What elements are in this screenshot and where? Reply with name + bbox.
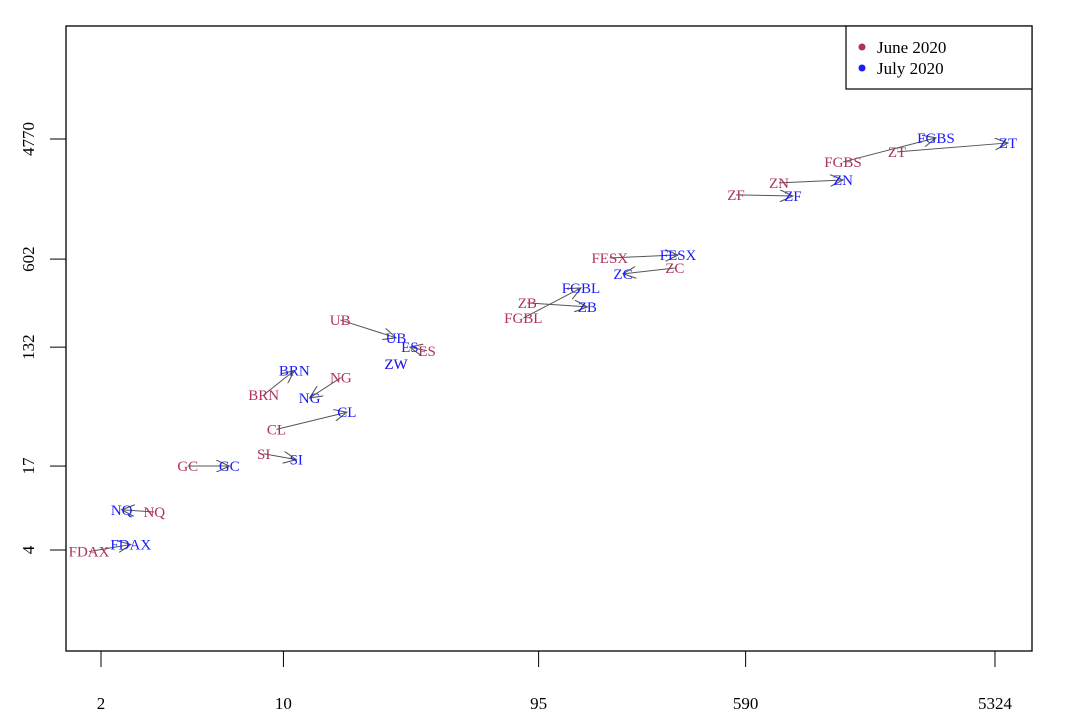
change-arrow: [842, 138, 936, 163]
point-label: NG: [330, 371, 352, 387]
point-label: GC: [177, 459, 198, 475]
x-tick-label: 2: [97, 694, 106, 713]
point-label: ZC: [665, 261, 684, 277]
point-label: FDAX: [110, 537, 151, 553]
point-label: SI: [290, 453, 303, 469]
x-tick-label: 95: [530, 694, 547, 713]
point-label: SI: [257, 447, 270, 463]
y-tick-label: 132: [19, 334, 38, 360]
point-label: ZN: [769, 176, 789, 192]
point-label: NQ: [143, 505, 165, 521]
point-label: ZB: [578, 300, 597, 316]
x-tick-label: 5324: [978, 694, 1013, 713]
point-label: ZT: [888, 145, 906, 161]
change-arrow: [623, 268, 675, 274]
legend: June 2020 July 2020: [845, 25, 1033, 90]
point-label: CL: [267, 422, 286, 438]
change-arrow: [340, 319, 396, 338]
point-label: FDAX: [69, 544, 110, 560]
point-label-layer: FDAXNQGCSICLBRNNGUBESZWZBFGBLFESXZCZFZNF…: [69, 131, 1017, 561]
point-label: ZW: [384, 357, 408, 373]
change-arrow: [276, 412, 346, 430]
change-arrow: [310, 377, 342, 398]
point-label: FGBL: [504, 311, 542, 327]
change-arrow: [263, 371, 295, 396]
y-tick-label: 602: [19, 246, 38, 272]
point-label: ZB: [518, 296, 537, 312]
y-tick-label: 17: [19, 457, 38, 475]
x-tick-label: 590: [733, 694, 759, 713]
point-label: GC: [219, 459, 240, 475]
change-arrow: [523, 288, 581, 319]
point-label: UB: [386, 331, 407, 347]
point-label: FGBL: [562, 281, 600, 297]
y-tick-label: 4770: [19, 122, 38, 156]
point-label: ZF: [727, 188, 745, 204]
point-label: UB: [330, 313, 351, 329]
change-arrow: [897, 143, 1008, 153]
y-axis: 4 17 132 602 4770: [19, 122, 66, 554]
point-label: BRN: [279, 364, 310, 380]
legend-label-june: June 2020: [877, 38, 946, 57]
x-axis: 2 10 95 590 5324: [97, 651, 1013, 713]
point-label: FESX: [660, 248, 697, 264]
change-arrow: [263, 454, 297, 460]
point-label: ZT: [999, 136, 1017, 152]
arrow-layer: [88, 138, 1008, 552]
point-label: ES: [418, 344, 436, 360]
x-tick-label: 10: [275, 694, 292, 713]
point-label: ES: [401, 340, 419, 356]
point-label: FGBS: [824, 155, 862, 171]
change-arrow: [609, 255, 678, 258]
point-label: ZC: [613, 267, 632, 283]
change-arrow: [122, 510, 155, 512]
point-label: NQ: [111, 503, 133, 519]
legend-marker-july-icon: [858, 64, 866, 72]
change-arrow: [735, 195, 793, 196]
point-label: BRN: [248, 388, 279, 404]
point-label: NG: [299, 391, 321, 407]
legend-marker-june-icon: [858, 43, 866, 51]
plot-frame: [65, 25, 1033, 652]
point-label: FGBS: [917, 131, 955, 147]
change-arrow: [410, 347, 428, 351]
point-label: CL: [337, 405, 356, 421]
point-label: ZW: [384, 357, 408, 373]
change-arrow: [88, 544, 131, 551]
point-label: ZF: [784, 189, 802, 205]
point-label: ZN: [833, 173, 853, 189]
change-arrow: [778, 180, 843, 183]
legend-label-july: July 2020: [877, 59, 944, 78]
y-tick-label: 4: [19, 545, 38, 554]
legend-box: [845, 25, 1033, 90]
point-label: FESX: [591, 251, 628, 267]
change-arrow: [527, 303, 587, 307]
